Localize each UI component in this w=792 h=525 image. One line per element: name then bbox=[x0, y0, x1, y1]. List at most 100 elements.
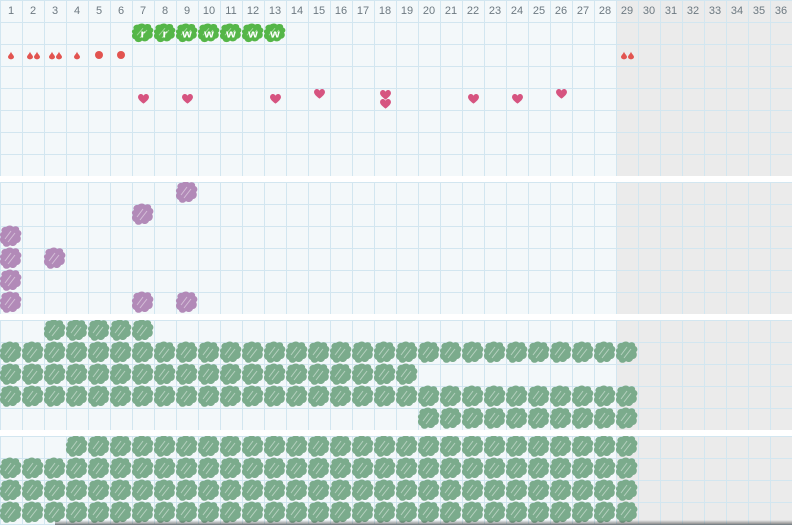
green-scribble-icon bbox=[329, 363, 353, 387]
green-scribble-icon bbox=[153, 385, 177, 409]
day-letter-badge: w bbox=[263, 23, 287, 44]
green-scribble-icon bbox=[549, 457, 573, 481]
green-scribble-icon bbox=[131, 435, 155, 459]
green-scribble-icon bbox=[307, 385, 331, 409]
section-separator bbox=[0, 176, 792, 182]
green-scribble-icon bbox=[417, 407, 441, 431]
green-scribble-icon bbox=[395, 363, 419, 387]
green-scribble-icon bbox=[197, 501, 221, 525]
green-scribble-icon bbox=[549, 385, 573, 409]
green-scribble-icon bbox=[593, 479, 617, 503]
green-scribble-icon bbox=[571, 457, 595, 481]
blood-spot-icon bbox=[88, 44, 110, 66]
green-scribble-icon bbox=[549, 479, 573, 503]
day-column-header: 2 bbox=[29, 5, 37, 17]
green-scribble-icon bbox=[505, 501, 529, 525]
green-scribble-icon bbox=[417, 385, 441, 409]
green-scribble-icon bbox=[593, 457, 617, 481]
green-scribble-icon bbox=[373, 385, 397, 409]
green-scribble-icon bbox=[87, 435, 111, 459]
green-scribble-icon bbox=[307, 435, 331, 459]
purple-scribble-icon bbox=[43, 247, 67, 271]
green-scribble-icon bbox=[0, 385, 23, 409]
green-scribble-icon bbox=[395, 457, 419, 481]
day-column-header: 10 bbox=[202, 5, 216, 17]
intimacy-heart-icon bbox=[176, 88, 198, 110]
green-scribble-icon bbox=[0, 457, 23, 481]
green-scribble-icon bbox=[197, 457, 221, 481]
green-scribble-icon bbox=[241, 341, 265, 365]
green-scribble-icon bbox=[43, 479, 67, 503]
day-column-header: 24 bbox=[510, 5, 524, 17]
day-column-header: 21 bbox=[444, 5, 458, 17]
green-scribble-icon bbox=[307, 501, 331, 525]
green-scribble-icon bbox=[329, 479, 353, 503]
green-scribble-icon bbox=[43, 501, 67, 525]
green-scribble-icon bbox=[593, 435, 617, 459]
day-column-header: 25 bbox=[532, 5, 546, 17]
green-scribble-icon bbox=[219, 385, 243, 409]
day-column-header: 33 bbox=[708, 5, 722, 17]
green-scribble-icon bbox=[21, 363, 45, 387]
green-scribble-icon bbox=[615, 479, 639, 503]
green-scribble-icon bbox=[153, 341, 177, 365]
green-scribble-icon bbox=[505, 457, 529, 481]
day-column-header: 3 bbox=[51, 5, 59, 17]
intimacy-heart-icon bbox=[550, 88, 572, 110]
green-scribble-icon bbox=[615, 407, 639, 431]
green-scribble-icon bbox=[395, 435, 419, 459]
green-scribble-icon bbox=[417, 341, 441, 365]
green-scribble-icon bbox=[329, 341, 353, 365]
day-column-header: 31 bbox=[664, 5, 678, 17]
green-scribble-icon bbox=[109, 341, 133, 365]
green-scribble-icon bbox=[439, 407, 463, 431]
blood-spot-icon bbox=[110, 44, 132, 66]
green-scribble-icon bbox=[505, 407, 529, 431]
green-scribble-icon bbox=[483, 407, 507, 431]
green-scribble-icon bbox=[483, 457, 507, 481]
day-column-header: 7 bbox=[139, 5, 147, 17]
green-scribble-icon bbox=[593, 407, 617, 431]
green-scribble-icon bbox=[461, 341, 485, 365]
green-scribble-icon bbox=[131, 457, 155, 481]
green-scribble-icon bbox=[285, 341, 309, 365]
green-scribble-icon bbox=[571, 407, 595, 431]
green-scribble-icon bbox=[0, 479, 23, 503]
green-scribble-icon bbox=[549, 501, 573, 525]
green-scribble-icon bbox=[285, 435, 309, 459]
green-scribble-icon bbox=[65, 341, 89, 365]
green-scribble-icon bbox=[153, 479, 177, 503]
day-column-header: 19 bbox=[400, 5, 414, 17]
day-column-header: 14 bbox=[290, 5, 304, 17]
green-scribble-icon bbox=[483, 479, 507, 503]
green-scribble-icon bbox=[593, 501, 617, 525]
green-scribble-icon bbox=[0, 341, 23, 365]
green-scribble-icon bbox=[571, 501, 595, 525]
green-scribble-icon bbox=[109, 457, 133, 481]
green-scribble-icon bbox=[373, 363, 397, 387]
day-column-header: 30 bbox=[642, 5, 656, 17]
purple-scribble-icon bbox=[0, 269, 23, 293]
blood-drop-icon bbox=[44, 44, 66, 66]
green-scribble-icon bbox=[483, 501, 507, 525]
badge-letter: w bbox=[181, 28, 193, 40]
day-column-header: 34 bbox=[730, 5, 744, 17]
green-scribble-icon bbox=[43, 457, 67, 481]
green-scribble-icon bbox=[571, 435, 595, 459]
day-column-header: 36 bbox=[774, 5, 788, 17]
purple-scribble-icon bbox=[131, 203, 155, 227]
purple-scribble-icon bbox=[175, 181, 199, 205]
green-scribble-icon bbox=[131, 341, 155, 365]
green-scribble-icon bbox=[43, 319, 67, 343]
green-scribble-icon bbox=[439, 341, 463, 365]
badge-letter: r bbox=[163, 28, 168, 40]
green-scribble-icon bbox=[197, 435, 221, 459]
green-scribble-icon bbox=[87, 363, 111, 387]
green-scribble-icon bbox=[571, 479, 595, 503]
green-scribble-icon bbox=[285, 479, 309, 503]
green-scribble-icon bbox=[351, 363, 375, 387]
day-column-header: 1 bbox=[7, 5, 15, 17]
green-scribble-icon bbox=[439, 501, 463, 525]
green-scribble-icon bbox=[263, 363, 287, 387]
green-scribble-icon bbox=[615, 501, 639, 525]
